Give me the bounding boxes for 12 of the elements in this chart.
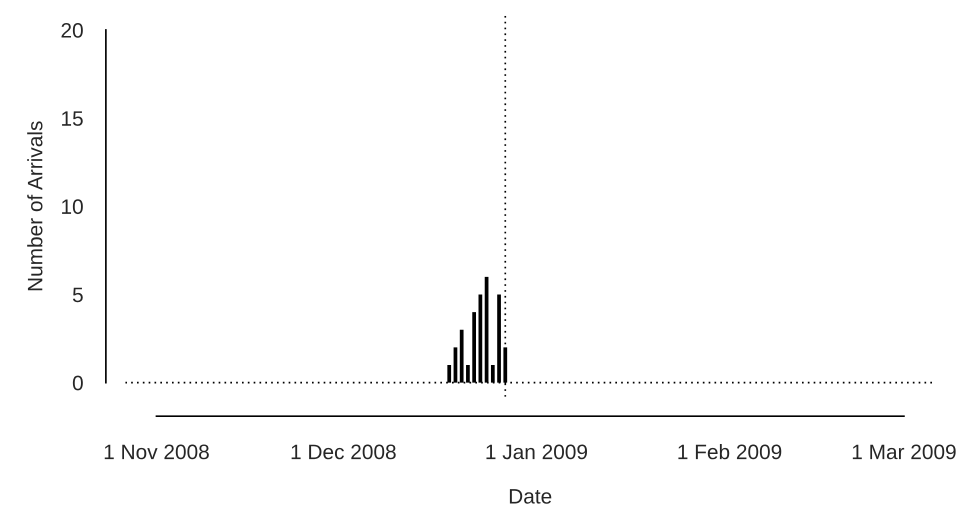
y-tick-label: 15 <box>62 111 83 126</box>
x-tick-label: 1 Nov 2008 <box>104 444 209 460</box>
y-axis-title: Number of Arrivals <box>27 121 42 290</box>
x-tick-label: 1 Mar 2009 <box>852 444 956 460</box>
x-tick-label: 1 Jan 2009 <box>486 444 587 460</box>
y-tick-label: 5 <box>72 288 83 302</box>
x-axis-title: Date <box>510 489 552 504</box>
y-tick-label: 20 <box>62 22 83 38</box>
y-tick-label: 0 <box>72 376 83 390</box>
x-tick-label: 1 Feb 2009 <box>678 444 782 460</box>
y-tick-label: 10 <box>62 199 83 214</box>
x-tick-label: 1 Dec 2008 <box>292 444 396 460</box>
